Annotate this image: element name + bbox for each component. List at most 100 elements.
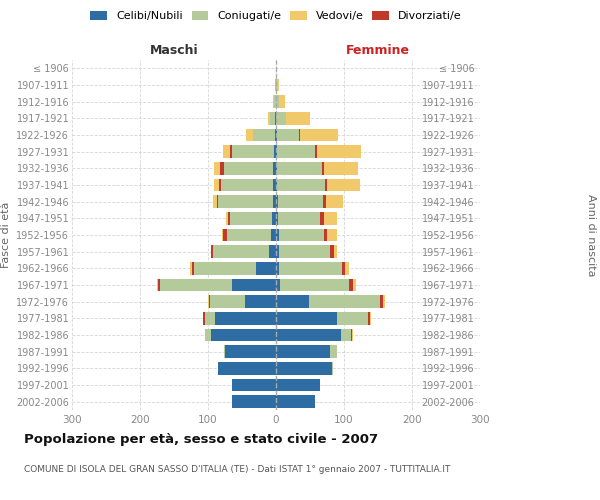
Bar	[276, 246, 279, 258]
Bar	[308, 296, 380, 308]
Bar	[160, 279, 232, 291]
Bar	[273, 179, 276, 192]
Bar	[223, 146, 230, 158]
Bar	[277, 129, 299, 141]
Bar	[224, 162, 272, 174]
Bar	[286, 112, 310, 124]
Bar	[276, 396, 316, 408]
Bar	[227, 229, 271, 241]
Bar	[380, 296, 383, 308]
Bar	[214, 246, 269, 258]
Bar	[346, 262, 349, 274]
Bar	[276, 296, 308, 308]
Legend: Celibi/Nubili, Coniugati/e, Vedovi/e, Divorziati/e: Celibi/Nubili, Coniugati/e, Vedovi/e, Di…	[91, 10, 461, 21]
Bar	[219, 179, 221, 192]
Bar	[217, 196, 218, 208]
Bar	[245, 296, 276, 308]
Bar	[214, 162, 220, 174]
Bar	[277, 162, 322, 174]
Bar	[157, 279, 158, 291]
Bar	[274, 146, 276, 158]
Bar	[276, 196, 278, 208]
Bar	[269, 246, 276, 258]
Bar	[276, 162, 277, 174]
Bar	[211, 246, 214, 258]
Bar	[276, 212, 278, 224]
Bar	[276, 312, 337, 324]
Bar	[221, 179, 273, 192]
Bar	[221, 229, 223, 241]
Bar	[275, 79, 276, 92]
Bar	[191, 262, 194, 274]
Bar	[280, 96, 285, 108]
Bar	[278, 212, 320, 224]
Bar	[270, 112, 275, 124]
Bar	[322, 162, 324, 174]
Bar	[331, 246, 334, 258]
Bar	[272, 162, 276, 174]
Bar	[353, 279, 356, 291]
Bar	[277, 146, 316, 158]
Bar	[334, 246, 337, 258]
Bar	[276, 129, 277, 141]
Bar	[349, 279, 353, 291]
Bar	[370, 312, 371, 324]
Bar	[232, 396, 276, 408]
Bar	[277, 179, 325, 192]
Bar	[277, 79, 279, 92]
Bar	[276, 96, 280, 108]
Bar	[220, 162, 224, 174]
Bar	[232, 379, 276, 391]
Bar	[210, 296, 245, 308]
Bar	[332, 362, 333, 374]
Bar	[274, 96, 276, 108]
Text: COMUNE DI ISOLA DEL GRAN SASSO D'ITALIA (TE) - Dati ISTAT 1° gennaio 2007 - TUTT: COMUNE DI ISOLA DEL GRAN SASSO D'ITALIA …	[24, 466, 451, 474]
Y-axis label: Fasce di età: Fasce di età	[1, 202, 11, 268]
Bar	[351, 329, 352, 341]
Bar	[224, 346, 225, 358]
Bar	[214, 196, 217, 208]
Bar	[276, 262, 280, 274]
Bar	[194, 262, 256, 274]
Bar	[323, 229, 327, 241]
Bar	[352, 329, 353, 341]
Bar	[280, 279, 349, 291]
Bar	[276, 79, 277, 92]
Bar	[323, 212, 337, 224]
Bar	[214, 179, 219, 192]
Bar	[256, 262, 276, 274]
Bar	[218, 196, 272, 208]
Bar	[209, 296, 210, 308]
Bar	[230, 212, 272, 224]
Bar	[299, 129, 301, 141]
Bar	[275, 129, 276, 141]
Bar	[223, 229, 227, 241]
Bar	[320, 212, 323, 224]
Bar	[232, 279, 276, 291]
Bar	[325, 179, 327, 192]
Bar	[276, 112, 286, 124]
Text: Femmine: Femmine	[346, 44, 410, 57]
Bar	[232, 146, 274, 158]
Text: Anni di nascita: Anni di nascita	[586, 194, 596, 276]
Bar	[205, 329, 211, 341]
Bar	[211, 329, 276, 341]
Bar	[271, 229, 276, 241]
Bar	[342, 262, 346, 274]
Bar	[276, 146, 277, 158]
Bar	[272, 212, 276, 224]
Bar	[205, 312, 215, 324]
Bar	[276, 329, 341, 341]
Bar	[278, 196, 323, 208]
Bar	[276, 229, 279, 241]
Bar	[230, 146, 232, 158]
Bar	[225, 346, 276, 358]
Bar	[301, 129, 338, 141]
Bar	[276, 346, 331, 358]
Bar	[326, 196, 343, 208]
Bar	[276, 179, 277, 192]
Text: Maschi: Maschi	[149, 44, 199, 57]
Bar	[218, 362, 276, 374]
Bar	[317, 146, 361, 158]
Bar	[327, 229, 337, 241]
